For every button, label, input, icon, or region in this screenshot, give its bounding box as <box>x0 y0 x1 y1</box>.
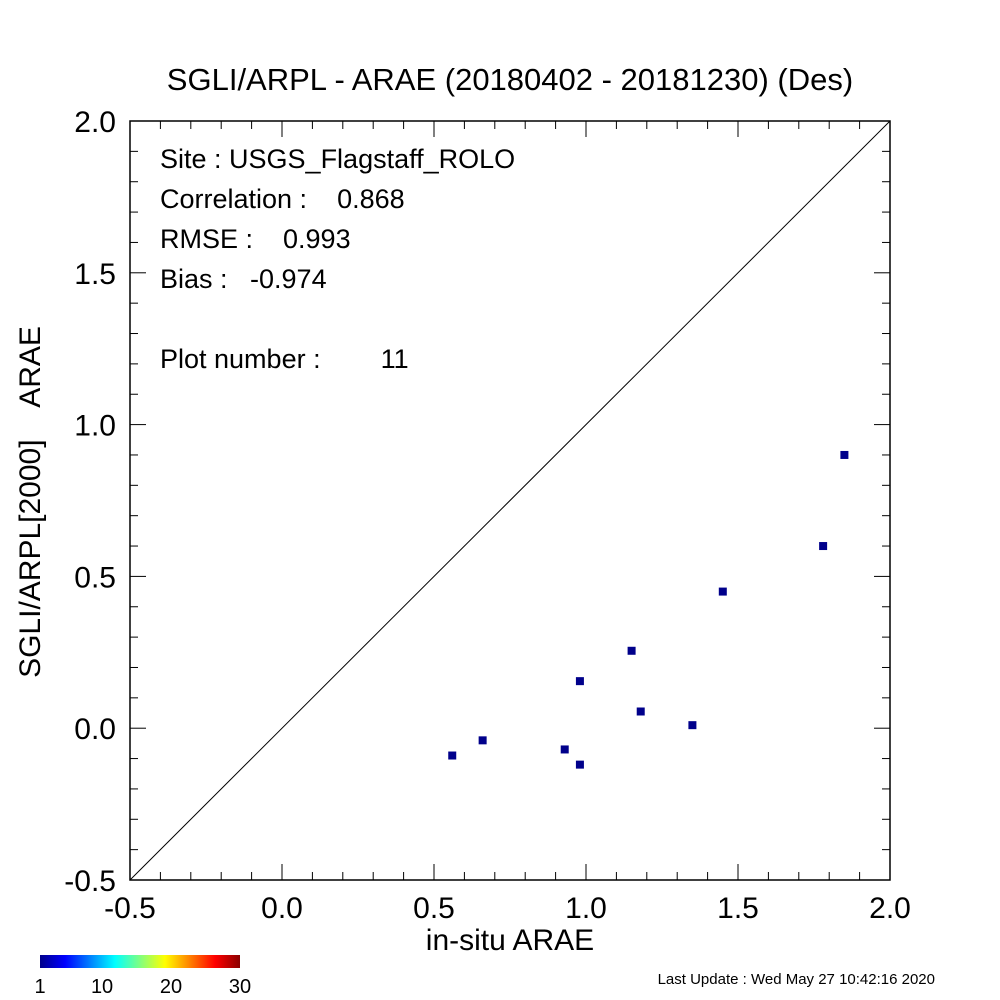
colorbar-tick-label: 1 <box>34 976 45 998</box>
y-tick-label: 2.0 <box>74 106 116 139</box>
plot-area-frame <box>129 120 891 881</box>
x-axis-label: in-situ ARAE <box>426 924 594 957</box>
colorbar-tick-labels: 1 10 20 30 <box>34 976 251 998</box>
plot-number-annotation: Plot number : 11 <box>160 344 409 374</box>
data-point <box>448 751 457 760</box>
x-tick-label: 2.0 <box>869 892 911 925</box>
colorbar-tick-label: 10 <box>91 976 113 998</box>
y-tick-label: -0.5 <box>64 865 116 898</box>
data-point <box>718 587 727 596</box>
chart-title: SGLI/ARPL - ARAE (20180402 - 20181230) (… <box>167 62 853 97</box>
y-tick-label: 1.5 <box>74 258 116 291</box>
data-point <box>575 760 584 769</box>
y-tick-labels: -0.5 0.0 0.5 1.0 1.5 2.0 <box>64 106 116 898</box>
site-annotation: Site : USGS_Flagstaff_ROLO <box>160 144 515 174</box>
x-tick-label: 0.5 <box>413 892 455 925</box>
y-tick-label: 0.5 <box>74 561 116 594</box>
one-to-one-reference-line <box>129 120 891 881</box>
bias-annotation: Bias : -0.974 <box>160 264 327 294</box>
y-axis-label: SGLI/ARPL[2000] ARAE <box>14 326 47 678</box>
data-point <box>575 677 584 686</box>
y-tick-label: 0.0 <box>74 713 116 746</box>
data-point <box>636 707 645 716</box>
last-update-text: Last Update : Wed May 27 10:42:16 2020 <box>658 971 935 988</box>
data-point <box>688 721 697 730</box>
data-points <box>448 450 849 769</box>
rmse-annotation: RMSE : 0.993 <box>160 224 351 254</box>
colorbar-tick-label: 30 <box>229 976 251 998</box>
x-tick-label: 1.0 <box>565 892 607 925</box>
data-point <box>560 745 569 754</box>
data-point <box>840 450 849 459</box>
data-point <box>819 542 828 551</box>
y-tick-label: 1.0 <box>74 410 116 443</box>
colorbar <box>40 955 240 968</box>
data-point <box>478 736 487 745</box>
x-tick-label: 1.5 <box>717 892 759 925</box>
x-tick-label: -0.5 <box>104 892 156 925</box>
colorbar-tick-label: 20 <box>160 976 182 998</box>
x-tick-labels: -0.5 0.0 0.5 1.0 1.5 2.0 <box>104 892 911 925</box>
data-point <box>627 646 636 655</box>
correlation-annotation: Correlation : 0.868 <box>160 184 405 214</box>
x-tick-label: 0.0 <box>261 892 303 925</box>
